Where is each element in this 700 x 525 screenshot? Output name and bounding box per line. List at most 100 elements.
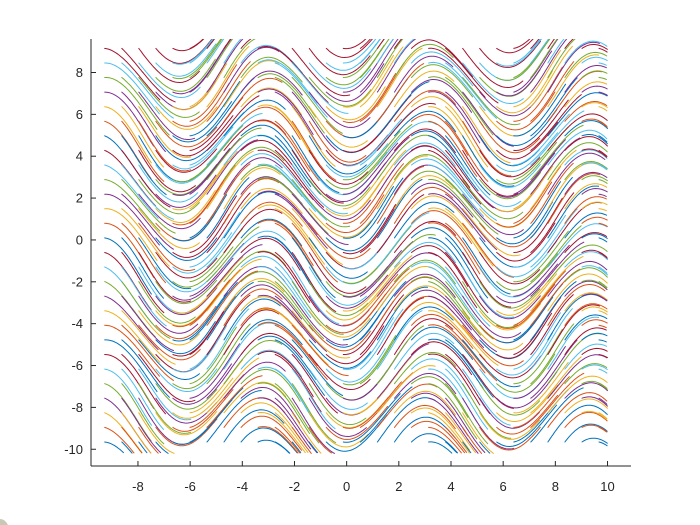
streamline [581, 201, 608, 210]
streamline [564, 183, 608, 210]
streamline [189, 256, 244, 312]
streamline [240, 368, 301, 402]
streamline [189, 269, 241, 326]
streamline [564, 411, 608, 428]
x-tick-label: 2 [395, 479, 402, 494]
streamline [428, 266, 479, 323]
streamline [598, 295, 607, 302]
streamline [479, 120, 541, 154]
streamline [513, 214, 566, 268]
streamline [172, 101, 233, 143]
streamline [257, 135, 312, 187]
x-tick-label: -4 [237, 479, 249, 494]
streamline [291, 208, 343, 265]
streamline [189, 387, 244, 443]
streamline [530, 281, 577, 341]
streamline [206, 192, 251, 253]
streamline [530, 256, 584, 312]
streamline [530, 192, 575, 253]
streamline [155, 368, 218, 392]
streamline [513, 328, 563, 385]
streamline [138, 47, 200, 84]
streamline [138, 164, 199, 203]
streamline [240, 284, 303, 320]
streamline [564, 303, 608, 326]
streamline [206, 244, 263, 297]
streamline [564, 232, 608, 253]
streamline [206, 294, 251, 355]
streamline [445, 149, 494, 209]
streamline [581, 85, 608, 93]
streamline [240, 106, 301, 140]
streamline [564, 171, 608, 195]
streamline [121, 339, 170, 398]
y-tick-label: -8 [71, 400, 83, 415]
streamline [223, 191, 280, 239]
streamline [462, 281, 518, 329]
streamline [325, 86, 386, 121]
streamline [376, 383, 438, 428]
y-tick-label: 0 [76, 232, 83, 247]
streamline [462, 397, 515, 450]
streamline [496, 152, 556, 198]
streamline [206, 61, 251, 122]
streamline [121, 397, 162, 454]
streamline [530, 149, 577, 210]
streamline [274, 281, 325, 340]
streamline [308, 149, 369, 185]
streamline [308, 222, 371, 260]
streamline [462, 441, 472, 454]
streamline [121, 354, 166, 415]
streamline [308, 193, 371, 221]
streamline [428, 338, 484, 389]
streamline [257, 382, 311, 434]
streamline [274, 62, 328, 118]
streamline [172, 257, 234, 301]
streamline [479, 281, 541, 309]
streamline [376, 166, 425, 224]
streamline [155, 252, 218, 279]
streamline [513, 346, 566, 399]
streamline [581, 306, 608, 313]
streamline [291, 266, 340, 325]
streamline [547, 284, 606, 326]
streamline [359, 39, 399, 93]
streamline [291, 441, 302, 453]
streamline [155, 106, 218, 130]
streamline [547, 92, 608, 137]
streamline [598, 222, 608, 227]
streamline [564, 101, 608, 122]
streamline [496, 384, 559, 422]
streamline [598, 397, 608, 405]
streamline [564, 343, 608, 370]
streamline [547, 404, 608, 443]
streamline [598, 383, 608, 390]
streamline [206, 127, 262, 181]
streamline [206, 139, 258, 195]
streamline [445, 47, 499, 104]
streamline [530, 162, 574, 224]
streamline [581, 148, 607, 158]
streamline [496, 70, 553, 114]
streamline [138, 281, 196, 324]
streamline [189, 326, 237, 385]
streamline [121, 179, 176, 234]
streamline [359, 255, 413, 312]
streamline [376, 134, 436, 181]
streamline [376, 297, 425, 355]
streamline [547, 129, 608, 166]
streamline [155, 155, 218, 184]
streamline [581, 175, 608, 182]
streamline [223, 309, 280, 355]
y-tick-label: 2 [76, 191, 83, 206]
streamline [462, 135, 515, 187]
streamline [257, 73, 317, 118]
streamline [564, 120, 608, 137]
streamline [598, 106, 608, 112]
streamline [308, 426, 332, 454]
streamline [291, 135, 340, 193]
streamline [547, 354, 608, 399]
streamline [462, 310, 524, 351]
streamline [308, 324, 371, 352]
streamline [342, 186, 394, 239]
